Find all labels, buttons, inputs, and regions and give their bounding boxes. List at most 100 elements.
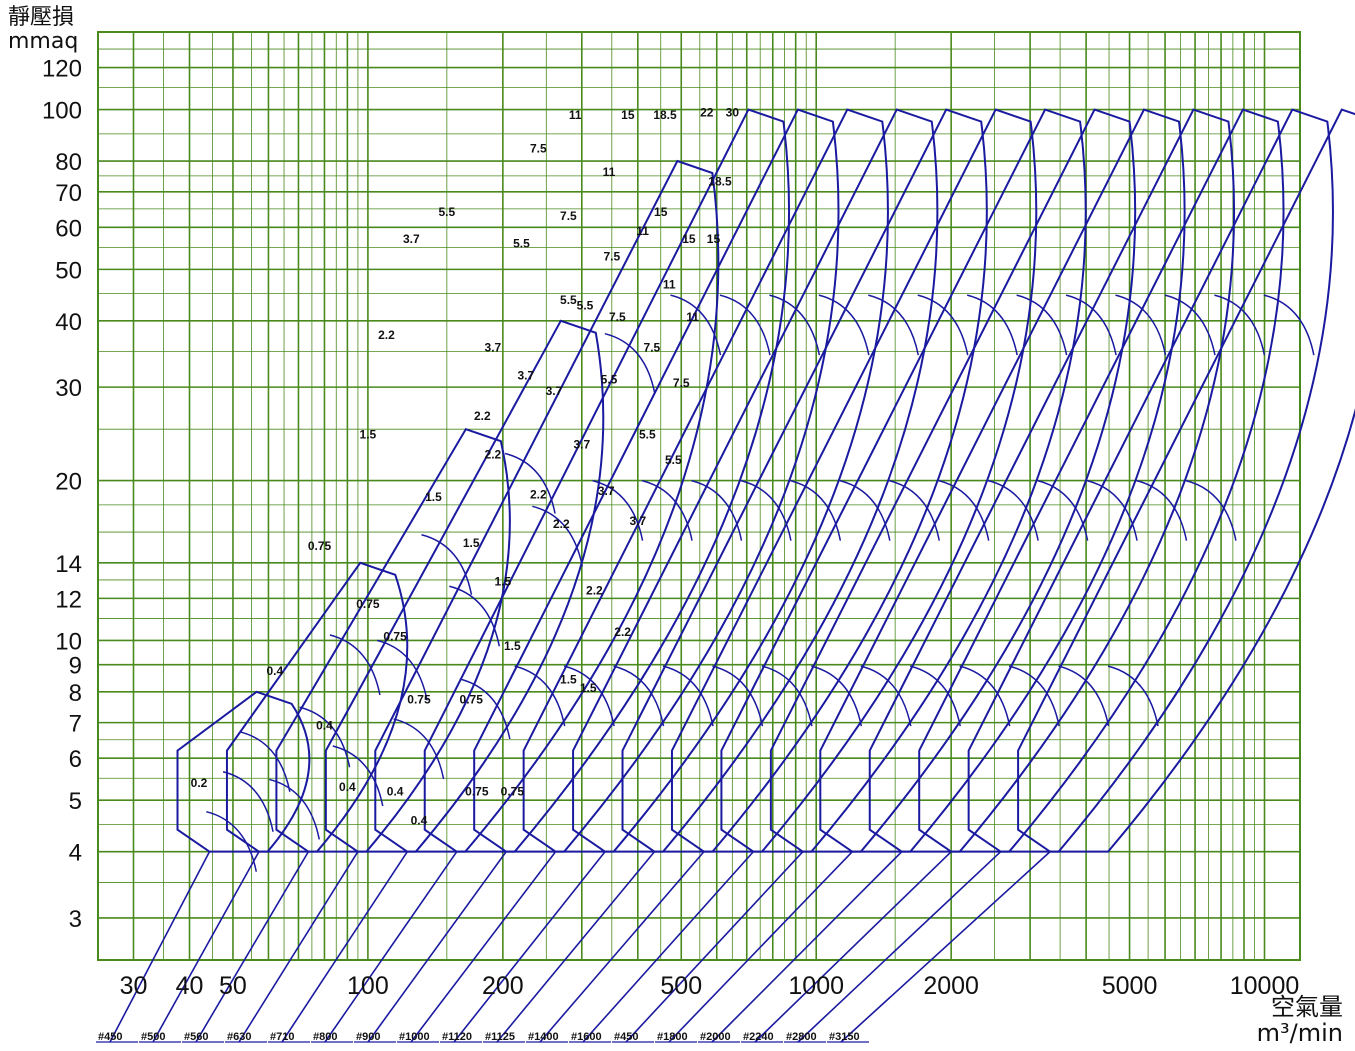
fan-envelope xyxy=(176,690,311,853)
kw-arc xyxy=(740,479,792,541)
kw-label: 18.5 xyxy=(708,174,732,188)
model-label: #1800 xyxy=(657,1031,688,1043)
x-tick-label: 1000 xyxy=(788,972,844,1000)
fan-envelope xyxy=(621,108,988,853)
model-leader xyxy=(668,851,853,1043)
fan-envelope xyxy=(324,319,605,853)
kw-arc xyxy=(459,678,511,740)
kw-arc xyxy=(966,294,1018,356)
kw-arc xyxy=(1115,294,1167,356)
x-tick-label: 200 xyxy=(482,972,524,1000)
kw-label: 5.5 xyxy=(639,428,656,442)
kw-label: 0.75 xyxy=(308,539,332,553)
kw-arc xyxy=(1185,479,1237,541)
kw-label: 0.2 xyxy=(191,776,208,790)
model-label: #500 xyxy=(141,1031,165,1043)
fan-envelope xyxy=(473,108,840,853)
x-tick-label: 10000 xyxy=(1230,972,1300,1000)
kw-arc xyxy=(938,479,990,541)
kw-arc xyxy=(1065,294,1117,356)
fan-envelope xyxy=(720,108,1087,853)
kw-arc xyxy=(987,479,1039,541)
fan-envelope xyxy=(670,108,1038,853)
kw-label: 2.2 xyxy=(586,584,603,598)
kw-label: 3.7 xyxy=(485,341,502,355)
model-leader xyxy=(496,851,656,1043)
kw-arc xyxy=(239,731,291,792)
kw-arc xyxy=(719,294,771,356)
model-leader xyxy=(797,851,1002,1043)
y-tick-label: 80 xyxy=(55,149,82,176)
y-tick-label: 60 xyxy=(55,215,82,242)
kw-label: 2.2 xyxy=(474,409,491,423)
kw-label: 0.75 xyxy=(407,693,431,707)
y-tick-label: 100 xyxy=(42,98,82,125)
kw-label: 3.7 xyxy=(573,437,590,451)
kw-label: 2.2 xyxy=(553,517,570,531)
kw-arc xyxy=(563,665,615,727)
y-tick-label: 10 xyxy=(55,628,82,655)
x-axis-unit: m³/min xyxy=(1256,1019,1343,1048)
model-labels: #450 #500 #560 #630 #710 #800 #900 #1000 #1120 #1… xyxy=(98,1031,860,1043)
fan-envelope xyxy=(769,108,1137,853)
kw-arc xyxy=(592,479,644,541)
kw-arc xyxy=(1037,479,1089,541)
y-axis-unit: mmaq xyxy=(8,29,79,55)
model-leader xyxy=(238,851,359,1043)
kw-label: 2.2 xyxy=(614,625,631,639)
model-label: #630 xyxy=(227,1031,251,1043)
fan-curves xyxy=(176,108,1355,872)
kw-label: 0.4 xyxy=(339,780,356,794)
kw-arc xyxy=(1263,294,1315,356)
model-leader xyxy=(711,851,903,1043)
model-leader xyxy=(754,851,952,1043)
model-label: #560 xyxy=(184,1031,208,1043)
kw-arc xyxy=(839,479,891,541)
x-tick-label: 50 xyxy=(219,972,247,1000)
y-tick-label: 40 xyxy=(55,309,82,336)
y-tick-label: 12 xyxy=(55,586,82,613)
kw-arc xyxy=(761,665,813,727)
model-leader xyxy=(539,851,705,1043)
kw-arc xyxy=(1086,479,1138,541)
y-tick-label: 20 xyxy=(55,469,82,496)
model-label: #450 xyxy=(98,1031,122,1043)
model-label: #1600 xyxy=(571,1031,602,1043)
model-label: #3150 xyxy=(829,1031,860,1043)
x-tick-label: 5000 xyxy=(1102,972,1158,1000)
kw-label: 0.4 xyxy=(316,718,333,732)
kw-arc xyxy=(860,665,912,727)
model-label: #800 xyxy=(313,1031,337,1043)
kw-arc xyxy=(604,332,656,394)
kw-arc xyxy=(662,665,714,727)
kw-label: 7.5 xyxy=(644,341,661,355)
model-leader xyxy=(582,851,755,1043)
kw-arc xyxy=(1107,665,1159,727)
kw-label: 1.5 xyxy=(360,428,377,442)
fan-envelope xyxy=(374,159,720,853)
y-tick-label: 120 xyxy=(42,56,82,83)
fan-envelope xyxy=(918,108,1285,853)
kw-label: 0.4 xyxy=(266,664,283,678)
kw-label: 5.5 xyxy=(665,453,682,467)
kw-arc xyxy=(641,479,693,541)
kw-label: 2.2 xyxy=(485,448,502,462)
kw-label: 7.5 xyxy=(560,209,577,223)
kw-label: 1.5 xyxy=(560,672,577,686)
kw-arc xyxy=(532,505,584,567)
model-leader xyxy=(109,851,211,1043)
model-leader xyxy=(281,851,408,1043)
y-axis-label: 靜壓損 mmaq xyxy=(8,5,79,55)
x-tick-label: 30 xyxy=(120,972,148,1000)
y-tick-label: 3 xyxy=(69,906,82,933)
kw-label: 7.5 xyxy=(530,142,547,156)
y-tick-label: 8 xyxy=(69,680,82,707)
kw-label: 1.5 xyxy=(463,536,480,550)
kw-arc xyxy=(868,294,920,356)
x-tick-labels: 30 40 50 100 200 500 1000 2000 5000 10000 xyxy=(120,972,1300,1000)
model-label: #900 xyxy=(356,1031,380,1043)
kw-arc xyxy=(769,294,821,356)
kw-label: 3.7 xyxy=(598,484,615,498)
model-label: #1400 xyxy=(528,1031,559,1043)
